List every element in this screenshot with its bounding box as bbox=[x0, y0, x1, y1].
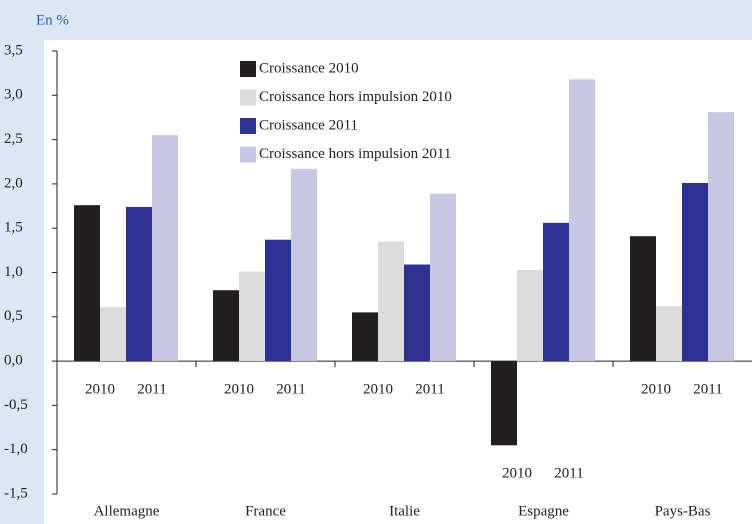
legend-label: Croissance hors impulsion 2010 bbox=[259, 89, 452, 105]
bar bbox=[569, 79, 595, 362]
bar bbox=[543, 222, 569, 362]
y-tick-label: 2,5 bbox=[4, 131, 23, 147]
bar bbox=[291, 168, 317, 362]
x-tick-label: Pays-Bas bbox=[655, 503, 711, 519]
bar bbox=[352, 312, 378, 362]
y-tick-label: 2,0 bbox=[4, 175, 23, 191]
sub-category-label: 2010 bbox=[641, 382, 671, 398]
y-tick-label: -1,0 bbox=[4, 441, 28, 457]
bar bbox=[152, 135, 178, 362]
bar bbox=[682, 183, 708, 362]
x-tick-label: Espagne bbox=[518, 503, 569, 519]
chart-title: En % bbox=[36, 12, 69, 28]
bar bbox=[517, 269, 543, 362]
bar bbox=[239, 271, 265, 362]
legend-swatch bbox=[240, 146, 256, 163]
y-tick-label: -0,5 bbox=[4, 397, 28, 413]
sub-category-label: 2011 bbox=[554, 466, 583, 482]
bar bbox=[378, 241, 404, 362]
x-tick-label: France bbox=[245, 503, 286, 519]
bar bbox=[265, 239, 291, 362]
legend-label: Croissance 2010 bbox=[259, 60, 359, 76]
sub-category-label: 2010 bbox=[224, 382, 254, 398]
bar bbox=[404, 264, 430, 362]
y-tick-label: 0,5 bbox=[4, 308, 23, 324]
bar bbox=[126, 206, 152, 362]
legend-label: Croissance 2011 bbox=[259, 117, 358, 133]
sub-category-label: 2011 bbox=[137, 382, 166, 398]
bar bbox=[213, 290, 239, 362]
y-tick-label: -1,5 bbox=[4, 485, 28, 501]
bar bbox=[708, 112, 734, 362]
x-tick-label: Italie bbox=[389, 503, 420, 519]
sub-category-label: 2011 bbox=[693, 382, 722, 398]
y-tick-label: 3,5 bbox=[4, 42, 23, 58]
bar bbox=[100, 307, 126, 362]
y-tick-label: 3,0 bbox=[4, 87, 23, 103]
bar bbox=[74, 205, 100, 362]
sub-category-label: 2010 bbox=[85, 382, 115, 398]
y-tick-label: 1,0 bbox=[4, 264, 23, 280]
sub-category-label: 2010 bbox=[363, 382, 393, 398]
sub-category-label: 2011 bbox=[415, 382, 444, 398]
x-tick-label: Allemagne bbox=[94, 503, 160, 519]
bar bbox=[430, 193, 456, 362]
legend-swatch bbox=[240, 89, 256, 106]
legend-swatch bbox=[240, 61, 256, 77]
bar bbox=[491, 361, 517, 446]
sub-category-label: 2010 bbox=[502, 466, 532, 482]
legend-label: Croissance hors impulsion 2011 bbox=[259, 146, 451, 162]
sub-category-label: 2011 bbox=[276, 382, 305, 398]
legend-swatch bbox=[240, 118, 256, 134]
bar bbox=[630, 236, 656, 362]
y-tick-label: 0,0 bbox=[4, 353, 23, 369]
y-tick-label: 1,5 bbox=[4, 220, 23, 236]
bar bbox=[656, 306, 682, 362]
